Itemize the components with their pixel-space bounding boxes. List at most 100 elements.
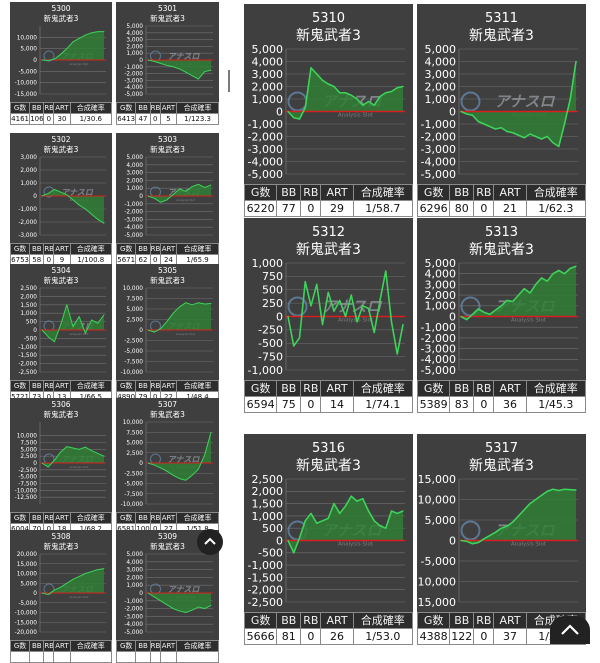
stats-header: 合成確率 bbox=[352, 380, 414, 397]
machine-card-5304[interactable]: 5304 新鬼武者3 2,500 2,000 1,500 1,000 500 0 -500 -1,… bbox=[9, 264, 113, 403]
data-point bbox=[172, 608, 174, 609]
data-point bbox=[379, 525, 381, 527]
stats-header: BB bbox=[449, 612, 475, 629]
machine-name: 新鬼武者3 bbox=[296, 28, 361, 44]
data-point bbox=[489, 534, 491, 537]
stats-value: 0 bbox=[149, 113, 161, 125]
data-point bbox=[191, 186, 193, 188]
data-point bbox=[350, 495, 352, 497]
machine-number: 5312 bbox=[312, 225, 345, 240]
data-point bbox=[466, 319, 468, 321]
data-point bbox=[103, 222, 105, 224]
y-tick-label: 2,500 bbox=[126, 451, 143, 457]
data-point bbox=[385, 92, 387, 94]
stats-header: 合成確率 bbox=[176, 640, 219, 652]
data-point bbox=[523, 137, 525, 139]
machine-card-5307[interactable]: 5307 新鬼武者3 10,000 7,500 5,000 2,500 0 -2,500 -5,… bbox=[115, 398, 219, 535]
data-point bbox=[153, 197, 155, 199]
machine-card-5301[interactable]: 5301 新鬼武者3 5,000 4,000 3,000 2,000 1,000 0 -1,00… bbox=[115, 2, 219, 125]
machine-card-5310[interactable]: 5310 新鬼武者3 5,000 4,000 3,000 2,000 1,000 0 -1,00… bbox=[243, 4, 414, 217]
machine-number: 5316 bbox=[312, 441, 345, 456]
stats-header: 合成確率 bbox=[176, 243, 219, 255]
watermark-text: アナスロ bbox=[168, 455, 201, 464]
data-point bbox=[198, 468, 199, 470]
data-point bbox=[390, 90, 393, 93]
data-point bbox=[327, 517, 329, 519]
machine-card-5311[interactable]: 5311 新鬼武者3 5,000 4,000 3,000 2,000 1,000 0 -1,00… bbox=[416, 4, 587, 217]
data-point bbox=[321, 520, 324, 522]
data-point bbox=[569, 489, 571, 491]
machine-card-5308[interactable]: 5308 新鬼武者3 20,000 15,000 10,000 5,000 0 -5,000 -… bbox=[9, 530, 113, 663]
data-point bbox=[471, 543, 474, 545]
machine-name: 新鬼武者3 bbox=[150, 409, 185, 419]
data-point bbox=[166, 199, 168, 201]
machine-card-5302[interactable]: 5302 新鬼武者3 3,000 2,000 1,000 0 -1,000 -2,000 -3,… bbox=[9, 133, 113, 266]
machine-card-5300[interactable]: 5300 新鬼武者3 10,000 5,000 0 -5,000 -10,000 -15,00… bbox=[9, 2, 113, 125]
stats-value bbox=[9, 651, 31, 663]
data-point bbox=[54, 341, 55, 343]
y-tick-label: -750 bbox=[258, 350, 283, 363]
machine-card-5312[interactable]: 5312 新鬼武者3 1,000 750 500 250 0 -250 -500 -750 -1,0… bbox=[243, 218, 414, 413]
data-point bbox=[147, 195, 149, 197]
watermark-text: アナスロ bbox=[168, 585, 201, 594]
data-point bbox=[97, 31, 99, 33]
machine-card-5303[interactable]: 5303 新鬼武者3 5,000 4,000 3,000 2,000 1,000 0 -1,00… bbox=[115, 133, 219, 266]
y-tick-label: -5,000 bbox=[124, 233, 143, 239]
watermark-sub: Analysis Slot bbox=[511, 542, 547, 548]
stats-header: BB bbox=[29, 243, 45, 255]
stats-header: BB bbox=[276, 380, 302, 397]
y-tick-label: 2,500 bbox=[126, 318, 143, 324]
scroll-top-button[interactable] bbox=[197, 529, 223, 555]
data-point bbox=[558, 489, 560, 492]
stats-header: BB bbox=[276, 612, 302, 629]
data-point bbox=[362, 104, 364, 106]
stats-header: RB bbox=[300, 380, 322, 397]
data-point bbox=[287, 539, 289, 542]
machine-card-5316[interactable]: 5316 新鬼武者3 2,500 2,000 1,500 1,000 500 0 -500 -1,… bbox=[243, 434, 414, 645]
y-tick-label: 3,000 bbox=[126, 568, 143, 574]
y-tick-label: -1,000 bbox=[248, 364, 283, 377]
stats-table: G数 BB RB ART 合成確率 6004 70 0 18 1/68.2 bbox=[9, 512, 113, 535]
data-point bbox=[373, 520, 375, 522]
machine-card-5313[interactable]: 5313 新鬼武者3 5,000 4,000 3,000 2,000 1,000 0 -1,00… bbox=[416, 218, 587, 413]
stats-value bbox=[29, 651, 45, 663]
y-tick-label: -10,000 bbox=[15, 81, 38, 87]
data-point bbox=[529, 503, 531, 505]
series-area bbox=[148, 184, 211, 203]
graph-background bbox=[116, 2, 219, 102]
machine-card-5305[interactable]: 5305 新鬼武者3 10,000 7,500 5,000 2,500 0 -2,500 -5,… bbox=[115, 264, 219, 403]
y-tick-label: 750 bbox=[262, 270, 283, 283]
data-point bbox=[41, 462, 43, 464]
chevron-up-icon bbox=[204, 537, 216, 545]
y-tick-label: -5,000 bbox=[18, 601, 37, 607]
stats-table: G数 BB RB ART 合成確率 6296 80 0 21 1/62.3 bbox=[416, 184, 587, 217]
stats-value: 122 bbox=[449, 628, 475, 645]
machine-card-5306[interactable]: 5306 新鬼武者3 10,000 7,500 5,000 2,500 0 -2,500 -5,… bbox=[9, 398, 113, 535]
data-point bbox=[47, 336, 49, 338]
stats-header: ART bbox=[320, 380, 354, 397]
stats-table: G数 BB RB ART 合成確率 5666 81 0 26 1/53.0 bbox=[243, 612, 414, 645]
y-tick-label: -5,000 bbox=[124, 630, 143, 636]
data-point bbox=[72, 447, 74, 449]
machine-card-5317[interactable]: 5317 新鬼武者3 15,000 10,000 5,000 0 -5,000 -10,000… bbox=[416, 434, 587, 645]
data-point bbox=[310, 512, 312, 515]
data-point bbox=[535, 498, 537, 501]
data-point bbox=[179, 306, 180, 308]
scroll-indicator[interactable] bbox=[228, 70, 230, 92]
scroll-top-button[interactable] bbox=[550, 616, 590, 644]
data-point bbox=[321, 79, 324, 81]
graph-5317: 5317 新鬼武者3 15,000 10,000 5,000 0 -5,000 -10,000… bbox=[417, 434, 586, 612]
y-tick-label: 4,000 bbox=[126, 560, 143, 566]
y-tick-label: -1,000 bbox=[421, 321, 456, 334]
y-tick-label: 2,000 bbox=[252, 80, 284, 93]
machine-name: 新鬼武者3 bbox=[44, 144, 79, 154]
y-tick-label: 1,000 bbox=[126, 186, 143, 192]
stats-value: 6296 bbox=[416, 200, 451, 217]
stats-value: 106 bbox=[29, 113, 45, 125]
y-tick-label: -1,500 bbox=[248, 571, 283, 584]
data-point bbox=[535, 135, 537, 138]
y-tick-label: 15,000 bbox=[418, 473, 457, 486]
graph-background bbox=[10, 133, 112, 243]
y-tick-label: 0 bbox=[139, 194, 143, 200]
